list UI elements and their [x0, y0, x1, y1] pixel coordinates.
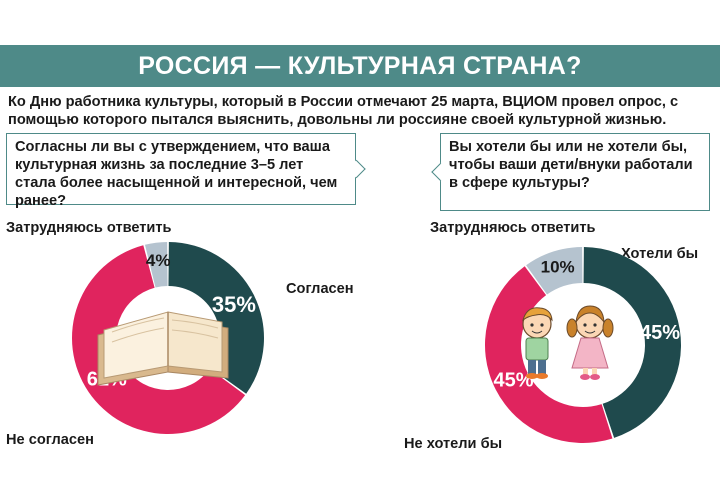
page-title: РОССИЯ — КУЛЬТУРНАЯ СТРАНА?	[138, 51, 582, 80]
chart2-label-want: Хотели бы	[621, 246, 699, 262]
chart1-slice-1	[72, 245, 246, 434]
chart2-slice-1	[485, 266, 613, 443]
chart2-label-unsure: Затрудняюсь ответить	[430, 220, 596, 236]
chart2-data-label-1: 45%	[493, 369, 533, 391]
open-book-icon	[97, 311, 229, 386]
children-icon	[522, 305, 614, 380]
donut-chart-2: 45% 45% 10%	[485, 247, 681, 443]
question-box-2: Вы хотели бы или не хотели бы, чтобы ваш…	[440, 133, 710, 211]
chart1-slice-2	[144, 242, 168, 288]
chart1-label-disagree: Не согласен	[6, 432, 94, 448]
chart2-data-label-2: 10%	[541, 258, 575, 277]
chart2-label-not-want: Не хотели бы	[404, 436, 503, 452]
chart1-data-label-0: 35%	[212, 292, 256, 317]
chart1-data-label-2: 4%	[146, 251, 171, 270]
chart1-slice-0	[168, 242, 264, 394]
chart1-label-agree: Согласен	[286, 281, 354, 297]
chart2-slice-2	[526, 247, 583, 295]
intro-text: Ко Дню работника культуры, который в Рос…	[8, 94, 679, 128]
chart2-data-label-0: 45%	[640, 322, 680, 344]
chart1-label-unsure: Затрудняюсь ответить	[6, 220, 172, 236]
page-title-banner: РОССИЯ — КУЛЬТУРНАЯ СТРАНА?	[0, 45, 720, 87]
chart2-slice-0	[583, 247, 681, 438]
question-box-1: Согласны ли вы с утверждением, что ваша …	[6, 133, 356, 209]
